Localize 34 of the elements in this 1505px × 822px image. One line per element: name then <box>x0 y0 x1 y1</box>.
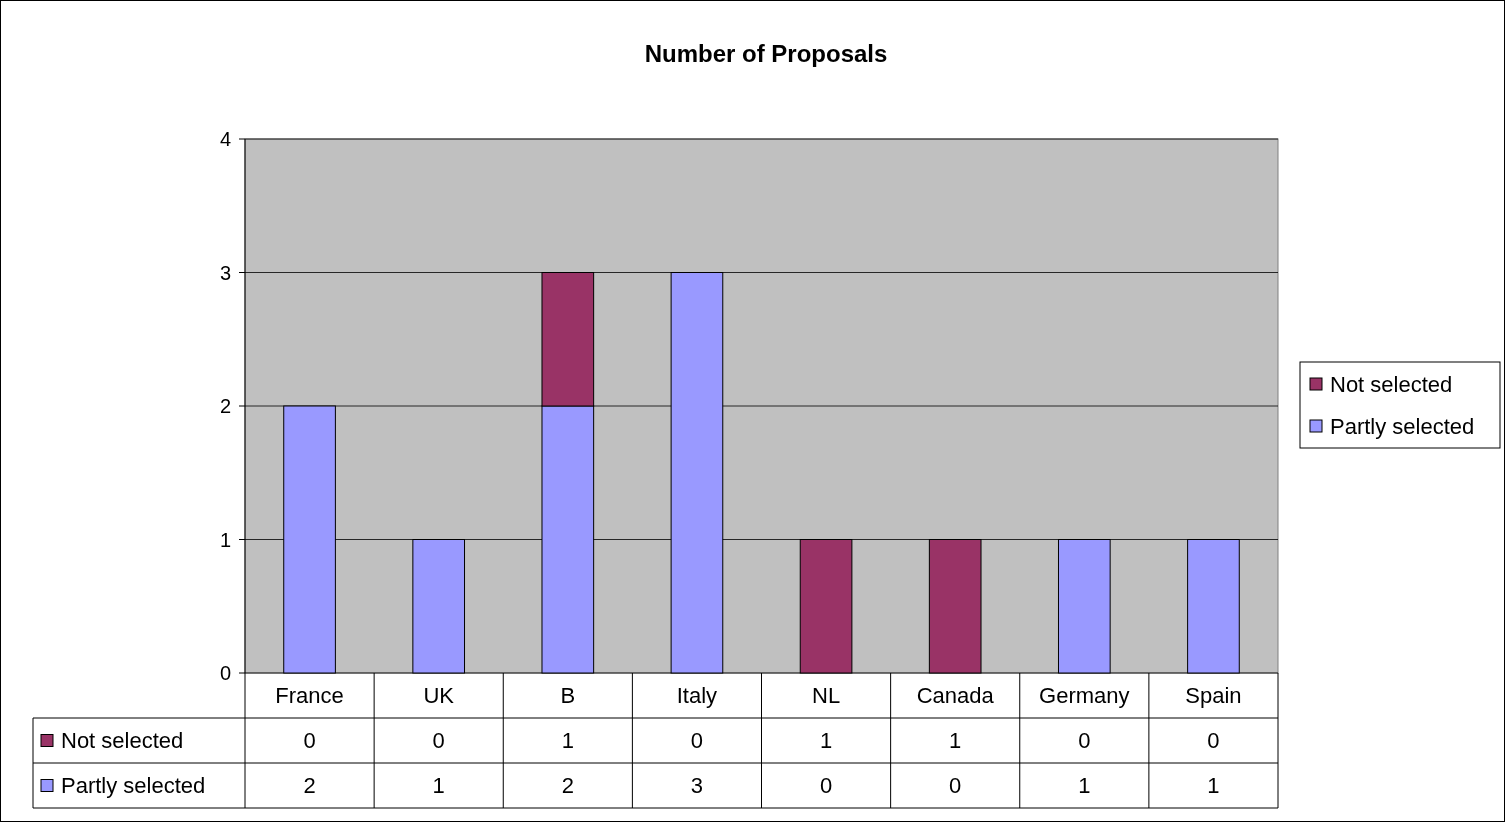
legend-label: Partly selected <box>1330 413 1475 439</box>
data-label: 0 <box>1078 728 1091 754</box>
y-tick-label: 3 <box>219 261 231 284</box>
data-label: 1 <box>949 728 962 754</box>
data-label: 0 <box>690 728 704 754</box>
x-tick-label: UK <box>423 683 455 709</box>
x-tick-label: Canada <box>916 683 995 709</box>
chart-title: Number of Proposals <box>644 40 888 67</box>
data-label: 3 <box>690 773 704 799</box>
y-tick-label: 0 <box>219 662 231 684</box>
y-tick-label: 1 <box>219 528 231 551</box>
data-label: 0 <box>819 773 833 799</box>
text: Partly selected <box>61 773 206 799</box>
data-label: 0 <box>303 728 316 754</box>
data-label: 1 <box>432 773 445 799</box>
data-label: 0 <box>432 728 445 754</box>
data-label: 1 <box>1078 773 1091 799</box>
data-label: 0 <box>1207 728 1220 754</box>
x-tick-label: France <box>275 683 344 709</box>
data-label: 0 <box>949 773 962 799</box>
data-label: 1 <box>819 728 833 754</box>
x-tick-label: B <box>560 683 576 709</box>
x-tick-label: NL <box>812 683 841 709</box>
x-tick-label: Italy <box>676 683 718 709</box>
data-label: 1 <box>561 728 574 754</box>
x-tick-label: Germany <box>1039 683 1130 709</box>
x-tick-label: Spain <box>1185 683 1242 709</box>
text: Not selected <box>61 728 184 754</box>
data-label: 2 <box>303 773 316 799</box>
data-label: 2 <box>561 773 574 799</box>
legend-label: Not selected <box>1330 371 1453 397</box>
y-tick-label: 2 <box>219 395 231 417</box>
data-label: 1 <box>1207 773 1220 799</box>
y-tick-label: 4 <box>219 128 231 150</box>
